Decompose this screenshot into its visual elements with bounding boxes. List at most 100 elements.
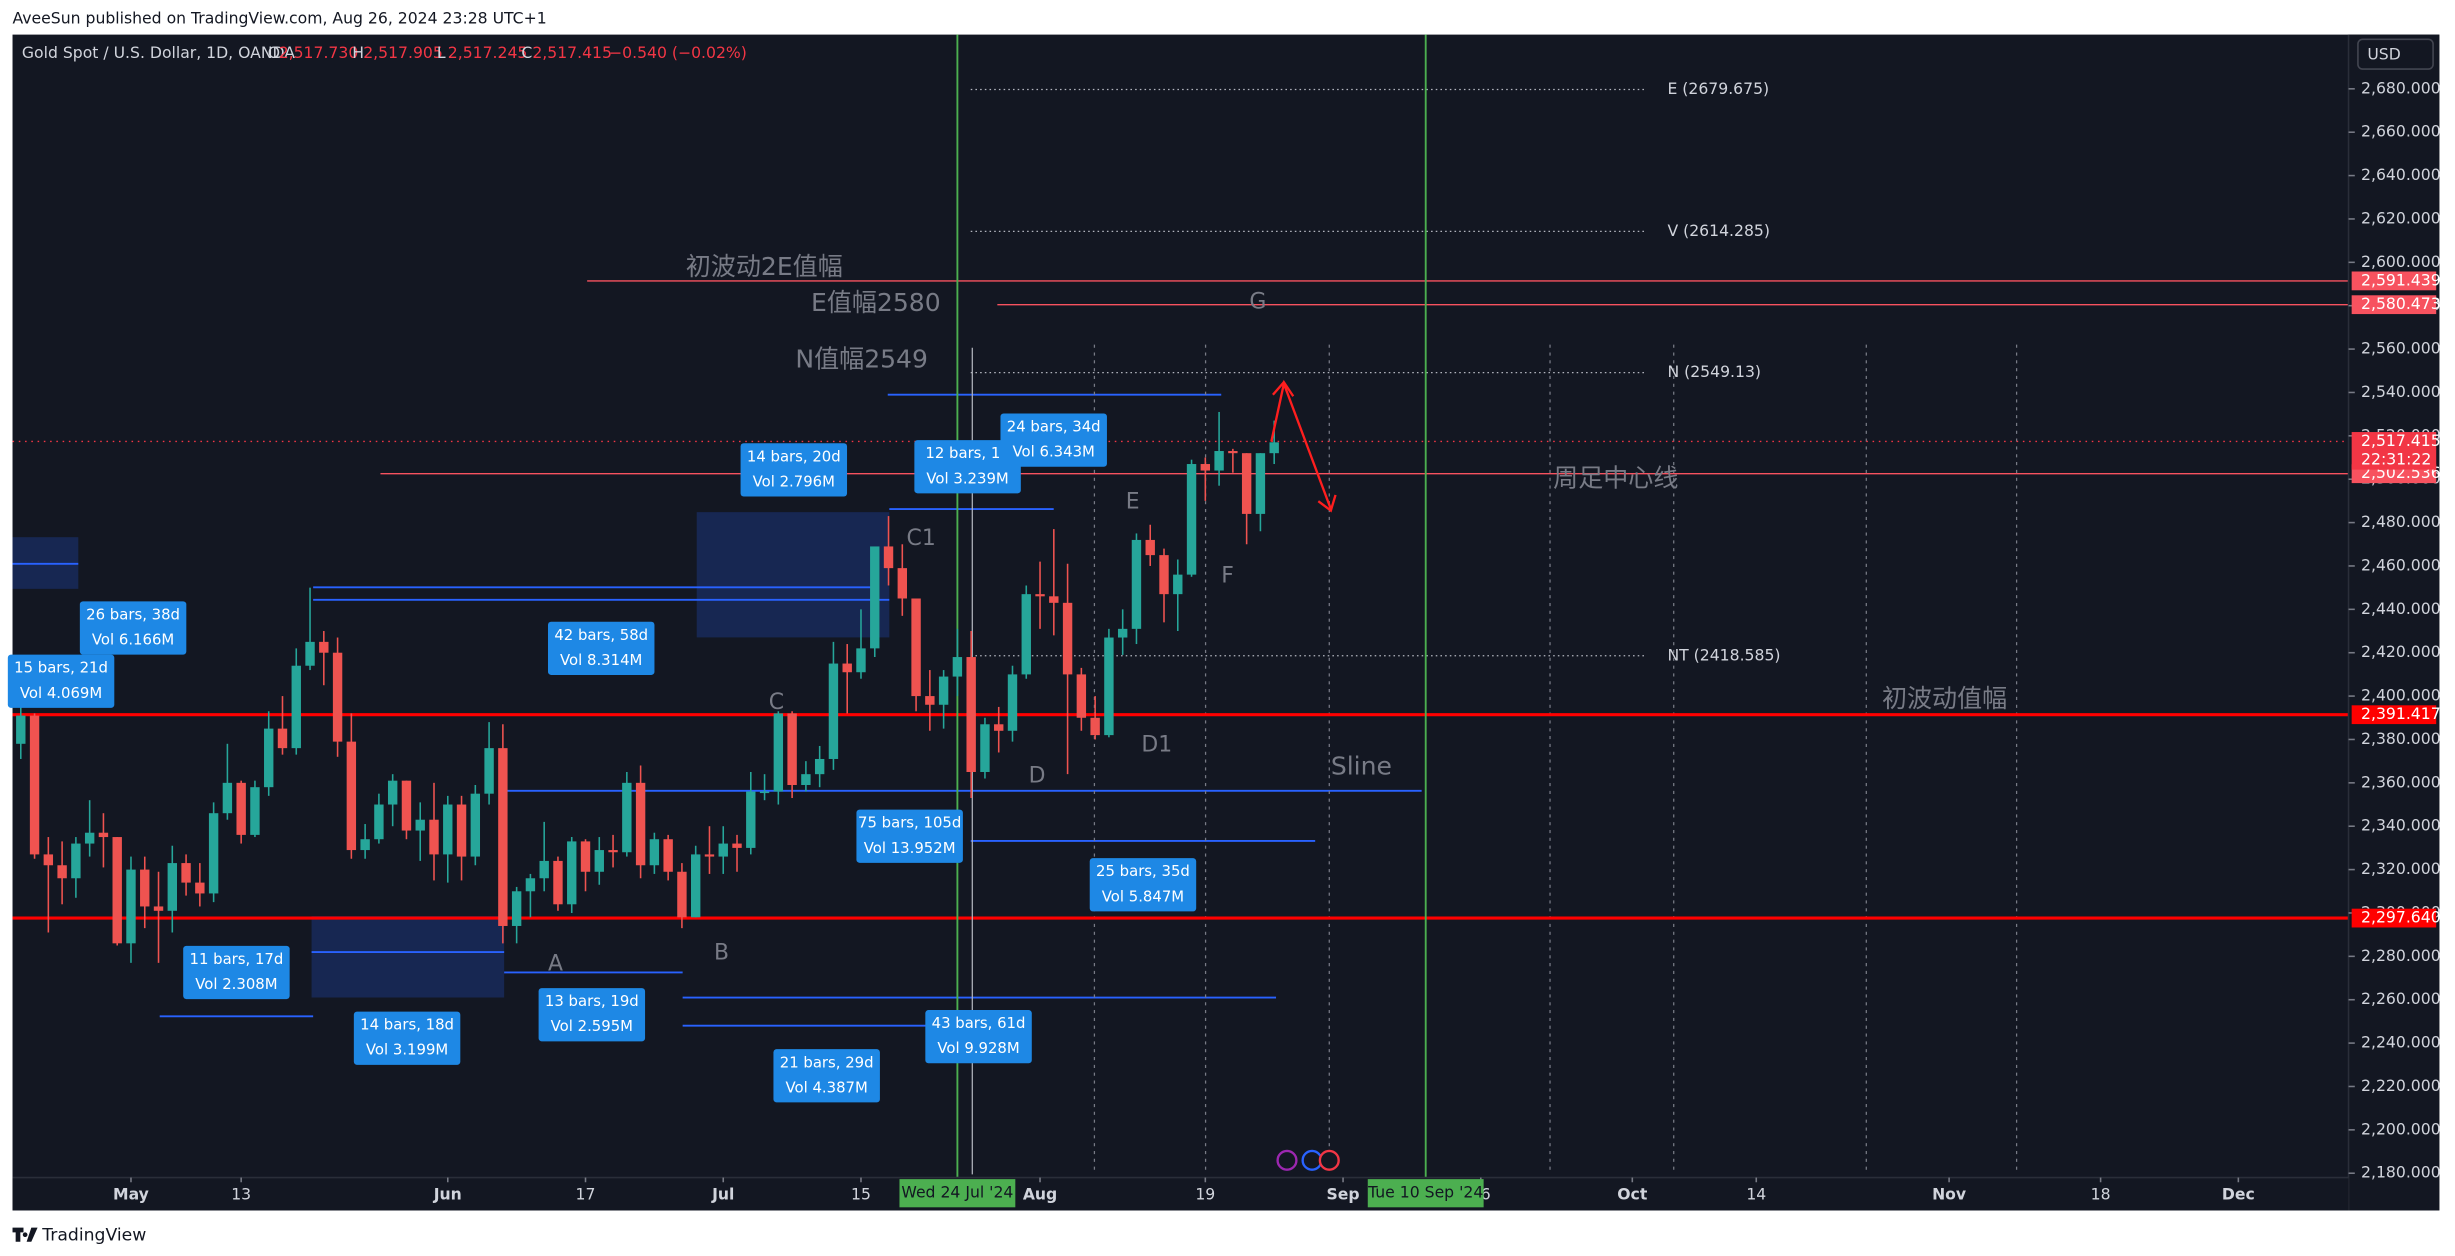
candle-body <box>1104 637 1114 736</box>
range-bars: 75 bars, 105d <box>858 814 961 832</box>
currency-label: USD <box>2367 44 2400 63</box>
candle-body <box>1159 555 1169 595</box>
publisher: AveeSun published on TradingView.com, Au… <box>13 8 547 27</box>
range-vol: Vol 6.343M <box>1013 443 1095 461</box>
candle-body <box>938 676 949 705</box>
candle-body <box>828 663 839 759</box>
wave-label: D1 <box>1141 732 1172 757</box>
logo <box>12 1227 38 1242</box>
range-bars: 13 bars, 19d <box>545 992 639 1010</box>
candle-body <box>360 839 370 851</box>
candle-body <box>84 832 95 844</box>
x-tick-label: May <box>113 1184 149 1203</box>
y-tick-label: 2,420.000 <box>2361 642 2441 661</box>
x-tick-label: 14 <box>1746 1184 1766 1203</box>
candle-body <box>126 869 136 944</box>
legend-key: O <box>268 43 280 62</box>
candle-body <box>1255 453 1266 514</box>
range-bars: 43 bars, 61d <box>932 1014 1026 1032</box>
candle-body <box>925 696 935 705</box>
y-tick-label: 2,320.000 <box>2361 859 2441 878</box>
x-tick-label: 17 <box>576 1184 596 1203</box>
currency-button[interactable] <box>2357 38 2434 70</box>
y-tick-label: 2,460.000 <box>2361 555 2441 574</box>
range-label-box <box>856 809 963 863</box>
candle-body <box>539 860 549 879</box>
candle-body <box>1117 628 1128 638</box>
candle-body <box>801 774 811 786</box>
x-tick-label: Jun <box>433 1184 462 1203</box>
y-tick-label: 2,280.000 <box>2361 946 2441 965</box>
candle-body <box>525 878 536 892</box>
candle-body <box>29 715 40 855</box>
y-tick-label: 2,440.000 <box>2361 599 2441 618</box>
note: Sline <box>1331 751 1392 780</box>
candle-body <box>470 793 481 857</box>
legend-value: 2,517.905 <box>363 43 443 62</box>
candle-body <box>208 813 219 894</box>
wave-label: G <box>1249 289 1266 314</box>
legend-value: 2,517.730 <box>279 43 359 62</box>
candle-body <box>718 843 728 857</box>
candle-body <box>1200 464 1211 471</box>
candle-body <box>1214 451 1224 471</box>
y-tick-label: 2,620.000 <box>2361 208 2441 227</box>
candle-body <box>1145 539 1155 556</box>
y-tick-label: 2,600.000 <box>2361 252 2441 271</box>
candle-body <box>277 728 288 749</box>
y-tick-label: 2,260.000 <box>2361 989 2441 1008</box>
price-line-label: 2,580.473 <box>2361 294 2441 313</box>
candle-body <box>16 715 26 744</box>
candle-body <box>57 865 67 879</box>
wave-label: C1 <box>907 526 936 551</box>
legend-change: −0.540 (−0.02%) <box>609 43 747 62</box>
candle-body <box>704 854 715 857</box>
wave-label: E <box>1126 490 1140 515</box>
candle-body <box>691 854 701 918</box>
range-bars: 12 bars, 16 <box>925 444 1009 462</box>
wave-label: A <box>548 952 563 977</box>
range-bars: 15 bars, 21d <box>14 659 108 677</box>
range-vol: Vol 3.199M <box>366 1041 448 1059</box>
candle-body <box>594 850 604 872</box>
x-tick-label: 13 <box>231 1184 251 1203</box>
candle-body <box>883 546 894 569</box>
event-icon <box>1276 1149 1298 1171</box>
legend-value: 2,517.245 <box>448 43 528 62</box>
candle-body <box>140 869 150 907</box>
candle-body <box>663 839 673 872</box>
range-bars: 14 bars, 18d <box>360 1016 454 1034</box>
candle-body <box>511 891 522 926</box>
range-vol: Vol 3.239M <box>926 469 1008 487</box>
range-bars: 21 bars, 29d <box>780 1053 874 1071</box>
range-vol: Vol 13.952M <box>864 839 956 857</box>
candle-body <box>1076 674 1087 718</box>
wave-label: D <box>1029 764 1046 789</box>
candle-body <box>153 906 164 911</box>
range-vol: Vol 5.847M <box>1102 887 1184 905</box>
legend-value: 2,517.415 <box>532 43 612 62</box>
candle-body <box>387 780 398 805</box>
event-icon <box>1318 1149 1340 1171</box>
price-line-box <box>2351 295 2437 315</box>
range-vol: Vol 2.796M <box>753 472 835 490</box>
candle-body <box>319 641 329 653</box>
candle-body <box>1021 594 1031 675</box>
price-axis <box>2348 34 2440 1211</box>
legend-key: L <box>437 43 446 62</box>
candle-body <box>966 657 976 772</box>
candle-body <box>856 648 866 673</box>
candle-body <box>429 819 439 855</box>
range-vol: Vol 2.595M <box>551 1017 633 1035</box>
candle-body <box>443 804 453 855</box>
candle-body <box>222 782 233 814</box>
candle-body <box>911 598 921 697</box>
candle-body <box>112 837 122 944</box>
range-vol: Vol 6.166M <box>92 631 174 649</box>
brand: TradingView <box>41 1225 146 1245</box>
y-tick-label: 2,220.000 <box>2361 1076 2441 1095</box>
event-icon <box>1301 1149 1323 1171</box>
x-tick-label: Aug <box>1023 1184 1057 1203</box>
y-tick-label: 2,340.000 <box>2361 816 2441 835</box>
range-bars: 14 bars, 20d <box>747 447 841 465</box>
